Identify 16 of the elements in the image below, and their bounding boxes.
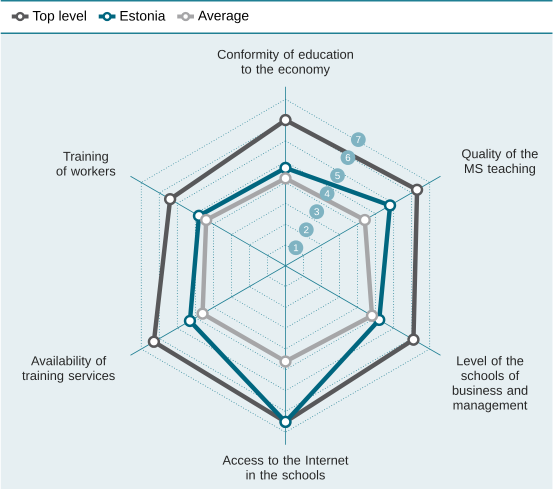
spoke-label: Availability of training services (22, 356, 115, 382)
legend-label: Average (198, 10, 248, 23)
spoke-label: Quality of the MS teaching (462, 148, 538, 176)
legend-label: Top level (32, 10, 86, 24)
spoke-label: Training of workers (56, 151, 116, 176)
y-tick-label: 2 (304, 226, 309, 233)
legend-label: Estonia (120, 10, 166, 20)
spoke-label: Level of the schools of business and management (452, 356, 528, 412)
y-tick-label: 4 (324, 190, 330, 197)
y-tick-label: 3 (314, 208, 320, 215)
y-tick-label: 7 (356, 136, 361, 143)
y-tick-label: 6 (346, 154, 350, 161)
spoke-label: Conformity of education to the economy (218, 49, 353, 76)
y-tick-label: 1 (294, 244, 298, 251)
spoke-label: Access to the Internet in the schools (222, 455, 348, 480)
y-tick-label: 5 (335, 172, 340, 179)
